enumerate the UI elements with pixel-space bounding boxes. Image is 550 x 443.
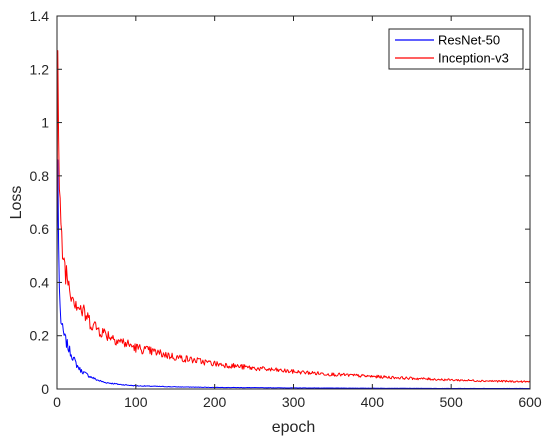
x-tick-label: 200 [203, 394, 227, 410]
x-tick-label: 400 [361, 394, 385, 410]
legend-label-resnet50: ResNet-50 [438, 33, 500, 48]
series-line-inceptionv3 [56, 50, 531, 384]
y-tick-label: 1.4 [30, 8, 50, 24]
y-tick-label: 0.6 [30, 221, 50, 237]
y-tick-label: 0.4 [30, 274, 50, 290]
legend: ResNet-50 Inception-v3 [388, 28, 524, 70]
legend-box [388, 28, 524, 70]
y-tick-label: 1.2 [30, 61, 50, 77]
x-tick-label: 0 [53, 394, 61, 410]
x-axis-title: epoch [272, 419, 316, 436]
y-tick-label: 1 [41, 115, 49, 131]
y-axis-title: Loss [8, 186, 25, 220]
y-tick-label: 0.2 [30, 328, 50, 344]
x-tick-label: 100 [124, 394, 148, 410]
y-tick-label: 0.8 [30, 168, 50, 184]
y-tick-label: 0 [41, 381, 49, 397]
x-tick-label: 300 [282, 394, 306, 410]
legend-label-inceptionv3: Inception-v3 [438, 51, 509, 66]
x-tick-label: 600 [518, 394, 542, 410]
x-tick-label: 500 [439, 394, 463, 410]
ticks-layer: 0 100 200 300 400 500 600 0 0.2 0.4 0.6 0.8 1 1.2 1.4 [30, 8, 542, 410]
